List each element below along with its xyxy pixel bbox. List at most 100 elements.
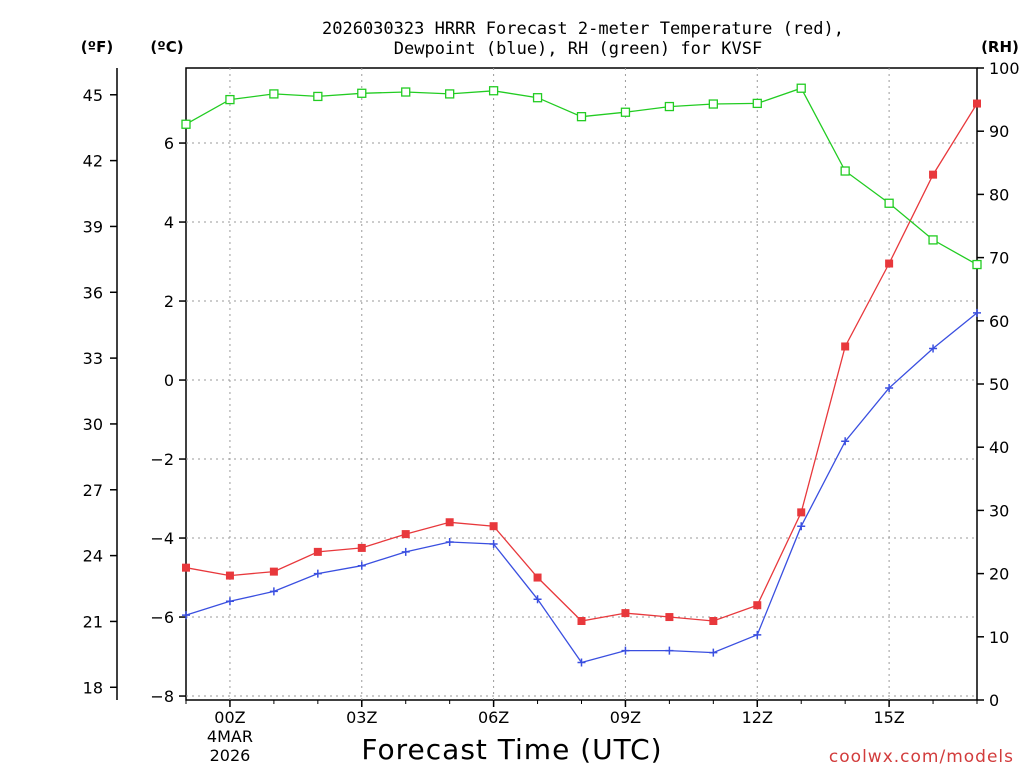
chart-title-line1: 2026030323 HRRR Forecast 2-meter Tempera…: [322, 19, 844, 39]
temperature-point: [489, 522, 498, 531]
temperature-point: [533, 573, 542, 582]
dewpoint-point: [533, 595, 542, 604]
rh-point: [532, 93, 543, 103]
dewpoint-point: [269, 587, 278, 596]
fahrenheit-tick-label: 21: [83, 612, 103, 631]
rh-tick-label: 20: [989, 565, 1009, 584]
temperature-point: [621, 609, 630, 618]
rh-point: [708, 99, 718, 109]
x-axis-title: Forecast Time (UTC): [361, 733, 662, 766]
dewpoint-point: [225, 597, 234, 606]
rh-tick-label: 60: [989, 312, 1009, 331]
temperature-point: [182, 563, 190, 572]
x-tick-label: 15Z: [873, 708, 904, 727]
rh-point: [445, 89, 455, 99]
dewpoint-point: [929, 344, 938, 353]
temperature-point: [577, 617, 586, 625]
rh-point: [488, 86, 499, 96]
fahrenheit-tick-label: 18: [83, 678, 103, 697]
rh-point: [664, 101, 675, 112]
temperature-point: [753, 601, 762, 610]
rh-point: [972, 259, 982, 270]
x-tick-date: 4MAR: [207, 727, 253, 746]
rh-point: [796, 83, 806, 93]
dewpoint-point: [973, 308, 981, 317]
rh-point: [884, 198, 894, 208]
dewpoint-point: [445, 538, 454, 546]
celsius-tick-label: −2: [150, 450, 174, 469]
temperature-point: [841, 342, 850, 351]
dewpoint-point: [753, 630, 762, 639]
celsius-unit-label: (ºC): [150, 38, 183, 56]
temperature-point: [885, 259, 894, 268]
rh-point: [313, 91, 323, 102]
dewpoint-point: [401, 547, 410, 556]
dewpoint-point: [665, 646, 674, 655]
celsius-tick-label: −8: [150, 687, 174, 706]
x-tick-label: 09Z: [610, 708, 641, 727]
temperature-point: [665, 613, 674, 622]
dewpoint-point: [313, 569, 322, 578]
rh-point: [928, 235, 938, 245]
rh-tick-label: 80: [989, 185, 1009, 204]
dewpoint-point: [182, 611, 190, 620]
grid-lines: [186, 68, 977, 700]
dewpoint-line: [185, 312, 978, 664]
temperature-point: [797, 508, 806, 517]
rh-point: [620, 107, 631, 117]
temperature-point: [445, 518, 454, 527]
rh-unit-label: (RH): [981, 38, 1019, 56]
x-tick-label: 03Z: [346, 708, 377, 727]
credit-text[interactable]: coolwx.com/models: [829, 747, 1014, 767]
temperature-point: [709, 617, 718, 625]
rh-point: [269, 89, 279, 99]
temperature-point: [225, 571, 234, 580]
temperature-point: [269, 567, 278, 576]
celsius-tick-label: 2: [164, 292, 174, 311]
temperature-point: [929, 170, 938, 179]
rh-tick-label: 100: [989, 59, 1020, 78]
x-tick-label: 12Z: [742, 708, 773, 727]
fahrenheit-tick-label: 24: [83, 547, 103, 566]
temperature-point: [357, 543, 366, 552]
rh-point: [181, 119, 191, 129]
rh-point: [840, 166, 850, 176]
plot-frame: [185, 67, 978, 701]
celsius-tick-label: 4: [164, 213, 174, 232]
fahrenheit-tick-label: 27: [83, 481, 103, 500]
celsius-tick-label: −6: [150, 608, 174, 627]
rh-point: [752, 98, 762, 109]
rh-tick-label: 90: [989, 122, 1009, 141]
dewpoint-point: [357, 561, 366, 570]
rh-tick-label: 0: [989, 691, 999, 710]
fahrenheit-unit-label: (ºF): [81, 38, 113, 56]
x-tick-label: 00Z: [214, 708, 245, 727]
rh-tick-label: 50: [989, 375, 1009, 394]
rh-tick-label: 30: [989, 501, 1009, 520]
rh-point: [576, 112, 587, 122]
celsius-tick-label: 0: [164, 371, 174, 390]
rh-point: [225, 94, 235, 105]
fahrenheit-tick-label: 30: [83, 415, 103, 434]
celsius-tick-label: −4: [150, 529, 174, 548]
series-layer: [181, 83, 982, 667]
dewpoint-point: [621, 646, 630, 655]
celsius-tick-label: 6: [164, 134, 174, 153]
fahrenheit-tick-label: 33: [83, 349, 103, 368]
fahrenheit-tick-label: 39: [83, 217, 103, 236]
dewpoint-point: [841, 437, 850, 446]
x-tick-label: 06Z: [478, 708, 509, 727]
temperature-point: [973, 99, 981, 108]
fahrenheit-tick-label: 36: [83, 283, 103, 302]
x-tick-year: 2026: [210, 746, 251, 765]
dewpoint-point: [885, 383, 894, 392]
rh-tick-label: 70: [989, 249, 1009, 268]
fahrenheit-tick-label: 45: [83, 86, 103, 105]
dewpoint-point: [797, 522, 806, 531]
rh-point: [401, 87, 411, 97]
rh-point: [357, 88, 367, 98]
fahrenheit-tick-label: 42: [83, 152, 103, 171]
dewpoint-point: [709, 648, 718, 657]
